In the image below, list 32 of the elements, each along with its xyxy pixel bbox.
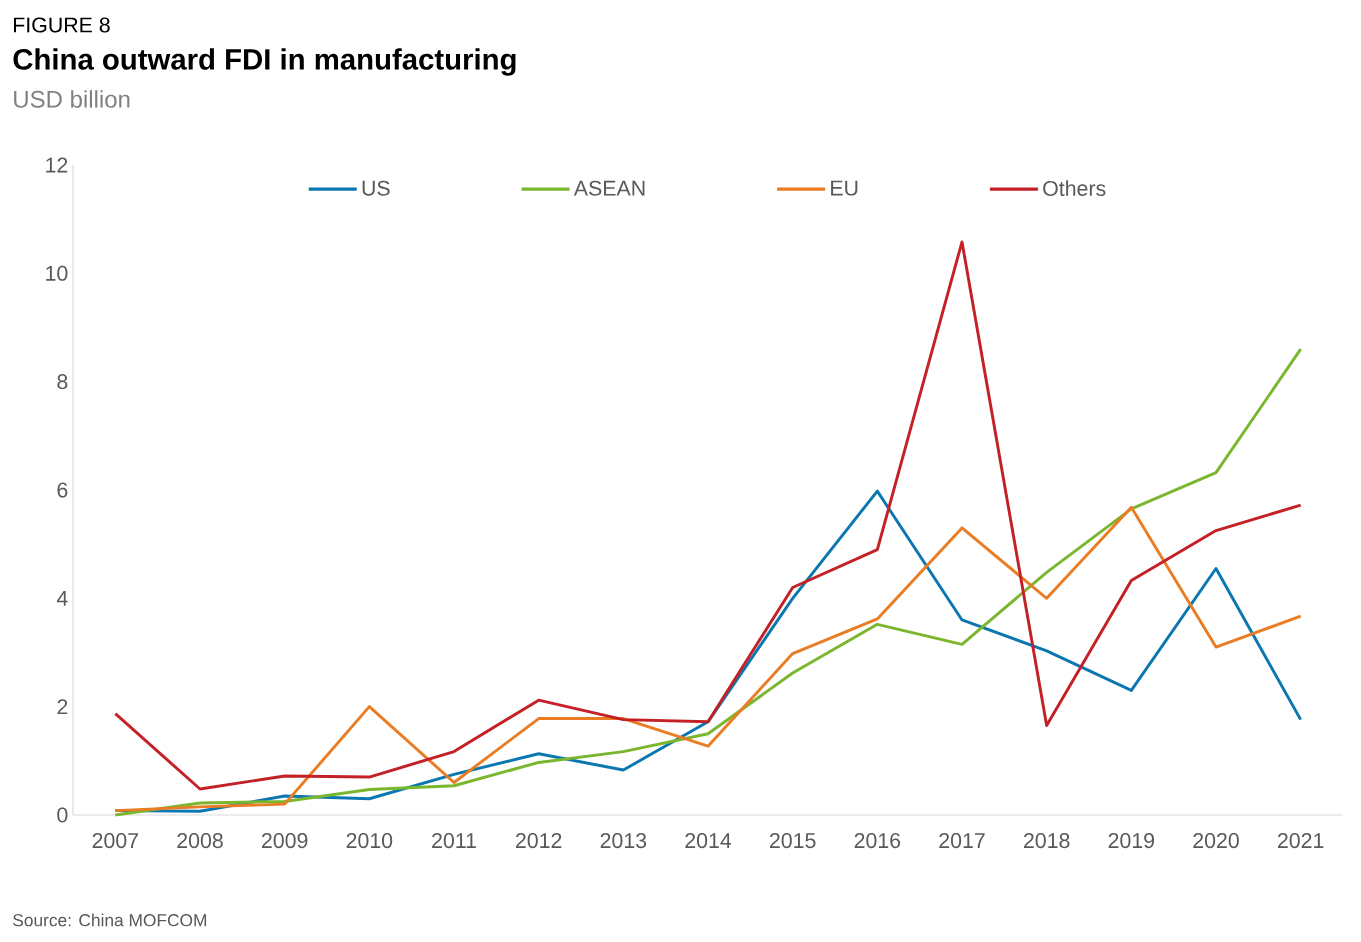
source-note: Source: China MOFCOM xyxy=(13,913,207,927)
legend-label: Others xyxy=(1043,180,1106,196)
x-tick-label: 2017 xyxy=(939,833,985,849)
line-series xyxy=(113,347,1303,817)
x-tick-label: 2010 xyxy=(346,833,393,849)
x-tick-label: 2018 xyxy=(1024,833,1070,849)
x-tick-label: 2020 xyxy=(1193,833,1239,849)
caption: FIGURE 8 xyxy=(14,17,110,33)
legend-label: EU xyxy=(831,180,858,196)
legend-label: ASEAN xyxy=(573,180,645,196)
x-tick-label: 2007 xyxy=(92,833,138,849)
x-tick-label: 2011 xyxy=(432,833,476,849)
y-tick-label: 8 xyxy=(57,374,68,390)
x-tick-label: 2009 xyxy=(262,833,308,849)
x-tick-label: 2021 xyxy=(1278,833,1324,849)
x-tick-label: 2015 xyxy=(770,833,816,849)
chart-subtitle: USD billion xyxy=(14,90,130,108)
y-tick-label: 0 xyxy=(57,807,68,823)
y-tick-label: 10 xyxy=(46,265,68,281)
x-tick-label: 2014 xyxy=(685,833,732,849)
x-tick-label: 2013 xyxy=(600,833,647,849)
y-tick-label: 6 xyxy=(57,482,68,498)
x-tick-label: 2019 xyxy=(1108,833,1155,849)
chart-title: China outward FDI in manufacturing xyxy=(13,48,516,76)
line-series xyxy=(113,240,1303,791)
y-tick-label: 12 xyxy=(46,157,68,173)
x-tick-label: 2008 xyxy=(177,833,223,849)
x-tick-label: 2012 xyxy=(516,833,562,849)
x-tick-label: 2016 xyxy=(854,833,901,849)
legend-label: US xyxy=(362,180,390,196)
y-tick-label: 2 xyxy=(57,699,68,715)
y-tick-label: 4 xyxy=(56,590,68,606)
